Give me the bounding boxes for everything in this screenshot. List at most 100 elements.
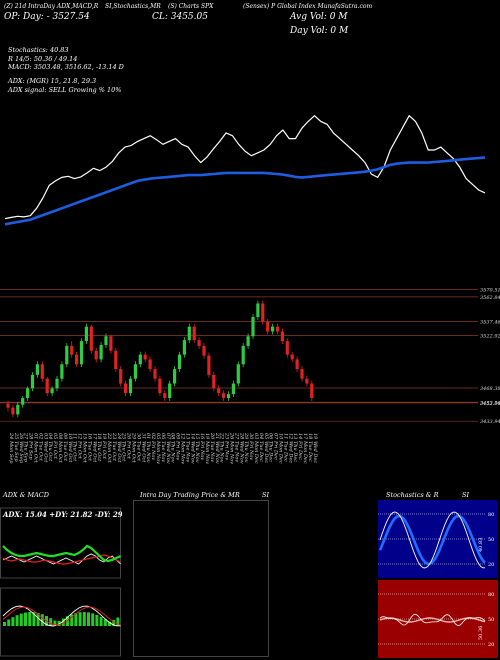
price-level-label: 3453.56 [480,400,500,406]
macd-histogram-bar [70,614,74,626]
info-adx: ADX: (MGR) 15, 21.8, 29.3 [8,77,97,85]
macd-histogram-bar [11,617,15,626]
date-tick-label: 22 Thu Nov [219,432,225,463]
plus-di-line [2,544,122,563]
date-tick-label: 03 Mon Dec [253,433,259,464]
candle-body [182,340,186,355]
candle-body [94,350,98,360]
date-tick-label: 25 Tue Sep [13,432,19,462]
date-tick-label: 08 Mon Oct [57,433,63,464]
candle-body [246,336,250,346]
candle-body [207,355,211,375]
candle-body [261,303,265,322]
minus-di-line [2,554,121,565]
macd-histogram-bar [95,614,99,626]
intraday-panel [133,500,269,657]
candle-body [128,378,133,394]
candle-body [173,369,177,384]
date-tick-label: 13 Tue Nov [184,433,190,462]
date-tick-label: 05 Fri Oct [52,433,58,460]
candle-body [148,359,152,370]
candle-body [75,354,79,365]
date-tick-label: 06 Thu Dec [268,433,274,462]
header-title: (S) Charts SPX [168,3,214,10]
date-tick-label: 30 Fri Nov [248,433,254,460]
candle-body [266,321,270,332]
date-tick-label: 29 Mon Oct [131,432,137,464]
macd-histogram-bar [74,613,78,626]
macd-histogram-bar [78,612,82,626]
date-tick-label: 13 Thu Dec [292,433,298,462]
header-company: (Sensex) P Global Index MunafaSutra.com [243,3,373,10]
candle-body [16,404,20,415]
date-tick-label: 31 Wed Oct [140,433,146,463]
date-tick-label: 11 Tue Dec [282,433,288,462]
candle-body [192,326,196,341]
candle-body [138,354,142,365]
macd-histogram-bar [28,612,32,626]
macd-histogram-bar [112,619,116,626]
rsi-level-label: 20 [488,642,494,648]
stoch-level-label: 80 [488,512,494,518]
candle-body [226,394,231,398]
date-tick-label: 02 Fri Nov [150,433,156,460]
date-tick-label: 14 Wed Nov [189,433,195,464]
macd-histogram-bar [82,612,86,626]
date-tick-label: 17 Wed Oct [91,433,97,463]
candle-body [163,393,167,398]
macd-histogram-bar [99,616,103,626]
candle-body [45,378,49,394]
date-tick-label: 19 Wed Dec [312,433,318,463]
candle-body [295,359,299,370]
macd-histogram-bar [103,619,107,626]
date-tick-label: 19 Fri Oct [101,433,107,460]
candle-body [21,398,25,405]
adx-line [2,553,121,565]
date-tick-label: 24 Mon Sep [8,432,14,464]
date-tick-label: 29 Thu Nov [243,432,249,463]
intraday-panel-title: Intra Day Trading Price & MR [140,491,240,499]
candle-body [256,303,260,317]
date-tick-label: 24 Wed Oct [116,432,122,463]
date-tick-label: 25 Thu Oct [121,432,127,462]
date-tick-label: 18 Thu Oct [96,433,102,462]
date-tick-label: 12 Wed Dec [287,433,293,463]
stoch-si-label: SI [462,491,470,499]
date-tick-label: 10 Wed Oct [67,433,73,463]
candle-body [290,354,294,360]
candle-body [26,388,30,398]
day-vol-label: Day Vol: 0 M [290,26,349,36]
candle-body [231,383,235,395]
candle-body [310,383,314,398]
date-tick-label: 02 Tue Oct [37,433,43,462]
cl-label: CL: 3455.05 [152,12,208,22]
date-tick-label: 15 Thu Nov [194,433,200,463]
macd-histogram-bar [53,620,57,626]
date-tick-label: 11 Thu Oct [72,433,78,462]
candle-body [187,326,191,341]
candle-body [300,369,304,379]
stoch-panel-title: Stochastics & R [386,491,439,499]
macd-signal-line [2,606,121,626]
date-tick-label: 06 Tue Nov [160,433,166,462]
adx-panel-title: ADX & MACD [3,491,49,499]
stoch-level-label: 50 [488,537,494,543]
date-tick-label: 05 Mon Nov [155,433,161,464]
candle-body [119,369,123,384]
candle-body [143,354,147,360]
candle-body [212,374,216,389]
candle-body [133,364,137,379]
macd-histogram-bar [32,612,36,626]
date-tick-label: 20 Tue Nov [209,432,215,462]
candle-body [109,336,113,351]
macd-line [2,605,121,627]
date-tick-label: 18 Tue Dec [307,433,313,462]
macd-histogram-bar [24,612,27,626]
date-tick-label: 16 Fri Nov [199,433,205,460]
date-tick-label: 27 Tue Nov [233,432,239,462]
adx-values-label: ADX: 15.04 +DY: 21.82 -DY: 29.54 [2,510,122,519]
macd-histogram-bar [61,618,65,626]
candle-body [35,364,39,375]
date-tick-label: 21 Wed Nov [214,432,220,464]
